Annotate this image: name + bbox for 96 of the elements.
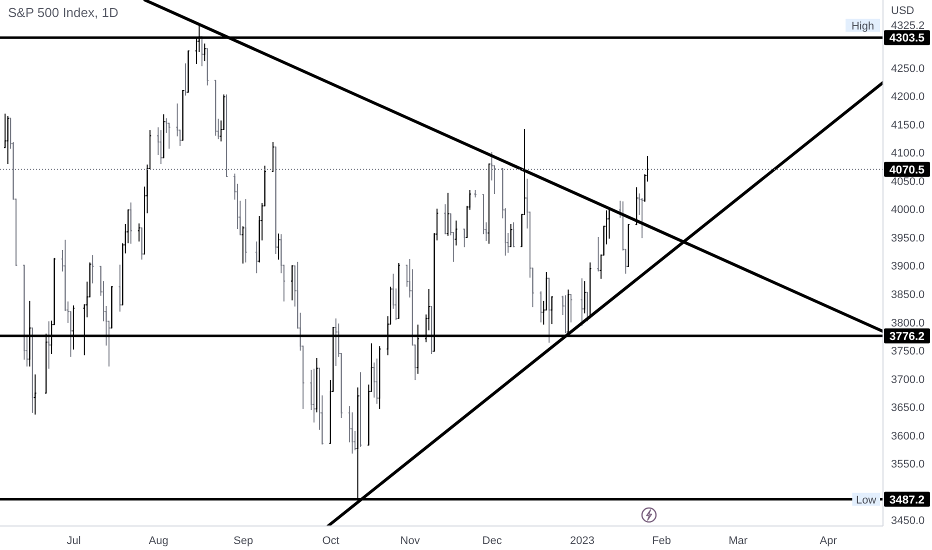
candlestick — [550, 296, 554, 325]
candlestick — [454, 220, 458, 246]
candlestick — [350, 412, 354, 454]
candlestick — [244, 198, 248, 263]
candlestick — [348, 406, 352, 443]
candlestick — [544, 272, 548, 310]
candlestick — [162, 114, 166, 158]
candlestick — [430, 306, 434, 355]
y-tick-label: 3650.0 — [891, 402, 925, 414]
candlestick — [487, 164, 491, 244]
candlestick — [90, 254, 94, 284]
candlestick — [375, 358, 379, 404]
candlestick — [509, 223, 512, 248]
candlestick — [626, 224, 630, 268]
candlestick — [569, 294, 573, 323]
candlestick — [586, 292, 590, 322]
chart-title: S&P 500 Index, 1D — [8, 5, 118, 20]
candlestick — [47, 320, 50, 370]
candlestick — [140, 227, 144, 260]
y-tick-label: 3850.0 — [891, 289, 925, 302]
candlestick — [181, 89, 184, 141]
y-tick-label: 4325.2 — [891, 20, 925, 32]
candlestick — [539, 290, 543, 323]
candlestick — [334, 318, 338, 366]
y-tick-label: 3600.0 — [891, 430, 925, 442]
x-tick-label: Apr — [820, 534, 838, 547]
candlestick — [596, 236, 600, 272]
candlestick — [203, 43, 206, 62]
x-tick-label: 2023 — [570, 534, 595, 547]
candlestick — [6, 115, 10, 165]
y-tick-label: 3900.0 — [891, 260, 925, 273]
y-tick-label: 4000.0 — [891, 204, 925, 216]
candlestick — [512, 222, 516, 248]
ref-line-label: 3776.2 — [889, 330, 925, 343]
y-tick-label: 4100.0 — [891, 148, 925, 160]
candlestick — [446, 192, 450, 236]
candlestick — [358, 372, 362, 448]
candlestick — [547, 278, 551, 344]
y-tick-label: 3700.0 — [891, 374, 925, 386]
x-tick-label: Nov — [400, 534, 420, 547]
x-tick-label: Aug — [148, 534, 168, 547]
candlestick — [640, 197, 644, 239]
candlestick — [372, 362, 376, 398]
candlestick — [276, 233, 280, 260]
candlestick — [444, 204, 447, 235]
ref-line-label: 4303.5 — [889, 32, 926, 45]
candlestick — [186, 50, 190, 93]
y-tick-label: 4050.0 — [891, 176, 925, 188]
candlestick — [34, 374, 37, 416]
candlestick — [378, 346, 382, 410]
ref-line-label: 4070.5 — [889, 164, 926, 176]
candlestick — [634, 186, 638, 226]
candlestick — [580, 278, 584, 326]
candlestick — [315, 358, 318, 413]
annotation: Low — [856, 494, 876, 506]
candlestick — [64, 239, 67, 312]
candlestick — [564, 294, 568, 334]
candlestick — [254, 241, 258, 274]
candlestick — [566, 289, 570, 332]
x-tick-label: Mar — [728, 534, 748, 547]
candlestick — [271, 141, 275, 172]
y-tick-label: 4150.0 — [891, 119, 925, 132]
annotation: High — [851, 20, 874, 32]
candlestick — [137, 222, 141, 242]
x-tick-label: Oct — [322, 534, 340, 547]
y-axis-title: USD — [891, 5, 914, 17]
candlestick — [397, 262, 400, 319]
x-tick-label: Dec — [482, 534, 502, 547]
y-tick-label: 4200.0 — [891, 91, 925, 104]
candlestick — [30, 328, 34, 414]
candlestick — [290, 264, 294, 301]
y-tick-label: 3550.0 — [891, 458, 925, 471]
y-tick-label: 3800.0 — [891, 317, 925, 330]
candlestick — [449, 213, 452, 236]
candlestick — [159, 130, 163, 165]
candlestick — [22, 264, 26, 360]
x-tick-label: Feb — [652, 534, 672, 547]
x-tick-label: Sep — [234, 534, 254, 547]
candlestick — [312, 368, 316, 423]
ref-line-label: 3487.2 — [889, 494, 925, 506]
candlestick — [110, 286, 114, 329]
y-tick-label: 3950.0 — [891, 232, 925, 244]
x-tick-label: Jul — [66, 534, 81, 547]
candlestick — [176, 103, 179, 137]
y-tick-label: 3450.0 — [891, 515, 925, 528]
candlestick — [214, 80, 218, 136]
candlestick — [129, 202, 133, 244]
candlestick — [462, 228, 466, 248]
candlestick — [118, 264, 122, 312]
candlestick — [583, 280, 586, 314]
candlestick — [206, 48, 210, 86]
y-tick-label: 4250.0 — [891, 62, 925, 75]
y-tick-label: 3750.0 — [891, 346, 925, 358]
candlestick — [3, 113, 7, 148]
candlestick — [241, 226, 245, 264]
candlestick — [156, 126, 160, 156]
